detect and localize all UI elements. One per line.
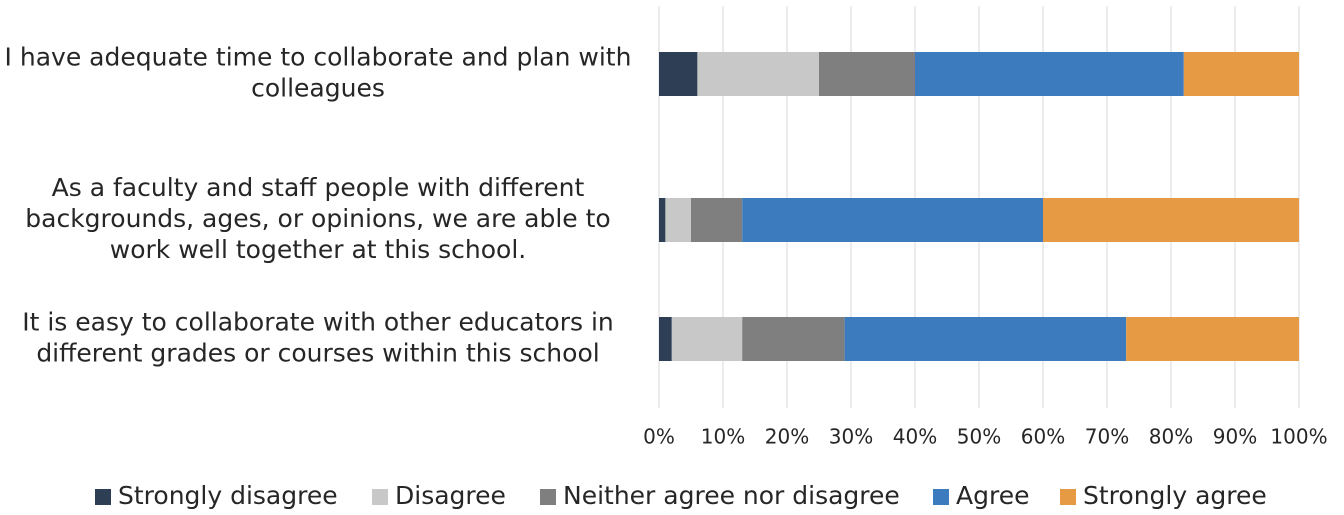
bar-segment-strongly-agree-3 (1126, 317, 1299, 361)
category-label-3-line-2: different grades or courses within this … (36, 339, 599, 368)
bar-segment-neither-agree-nor-disagree-3 (742, 317, 845, 361)
bar-segments (659, 52, 1299, 361)
legend-swatch-5 (1060, 489, 1076, 505)
bar-segment-strongly-agree-1 (1183, 52, 1299, 96)
bar-segment-agree-1 (915, 52, 1184, 96)
x-tick-label: 70% (1085, 425, 1129, 449)
bar-segment-disagree-3 (671, 317, 743, 361)
legend-swatch-1 (95, 489, 111, 505)
x-tick-label: 80% (1149, 425, 1193, 449)
category-label-3-line-1: It is easy to collaborate with other edu… (22, 308, 614, 337)
legend-swatch-3 (540, 489, 556, 505)
bar-segment-strongly-disagree-2 (659, 198, 666, 242)
bar-segment-strongly-disagree-3 (659, 317, 672, 361)
x-axis-tick-labels: 0% 10% 20% 30% 40% 50% 60% 70% 80% 90% 100% (643, 425, 1327, 449)
bar-segment-agree-2 (742, 198, 1043, 242)
bar-segment-disagree-1 (697, 52, 819, 96)
x-tick-label: 0% (643, 425, 675, 449)
category-label-1-line-2: colleagues (251, 74, 385, 103)
bar-segment-neither-agree-nor-disagree-1 (819, 52, 915, 96)
legend: Strongly disagree Disagree Neither agree n… (95, 481, 1267, 510)
bar-segment-strongly-agree-2 (1043, 198, 1299, 242)
bar-segment-agree-3 (844, 317, 1127, 361)
legend-label-2: Disagree (395, 481, 506, 510)
x-tick-label: 100% (1270, 425, 1327, 449)
x-tick-label: 20% (765, 425, 809, 449)
category-label-2-line-1: As a faculty and staff people with diffe… (52, 173, 585, 202)
x-tick-label: 40% (893, 425, 937, 449)
legend-label-5: Strongly agree (1083, 481, 1267, 510)
x-tick-label: 10% (701, 425, 745, 449)
legend-swatch-2 (372, 489, 388, 505)
category-label-1-line-1: I have adequate time to collaborate and … (5, 43, 632, 72)
x-tick-label: 60% (1021, 425, 1065, 449)
bar-segment-neither-agree-nor-disagree-2 (691, 198, 743, 242)
x-tick-label: 30% (829, 425, 873, 449)
x-tick-label: 90% (1213, 425, 1257, 449)
legend-label-3: Neither agree nor disagree (563, 481, 900, 510)
legend-swatch-4 (933, 489, 949, 505)
category-label-2-line-3: work well together at this school. (110, 235, 526, 264)
category-labels: I have adequate time to collaborate and … (5, 43, 632, 368)
legend-label-1: Strongly disagree (118, 481, 338, 510)
bar-segment-strongly-disagree-1 (659, 52, 698, 96)
x-tick-label: 50% (957, 425, 1001, 449)
bar-segment-disagree-2 (665, 198, 691, 242)
legend-label-4: Agree (956, 481, 1029, 510)
category-label-2-line-2: backgrounds, ages, or opinions, we are a… (25, 204, 610, 233)
